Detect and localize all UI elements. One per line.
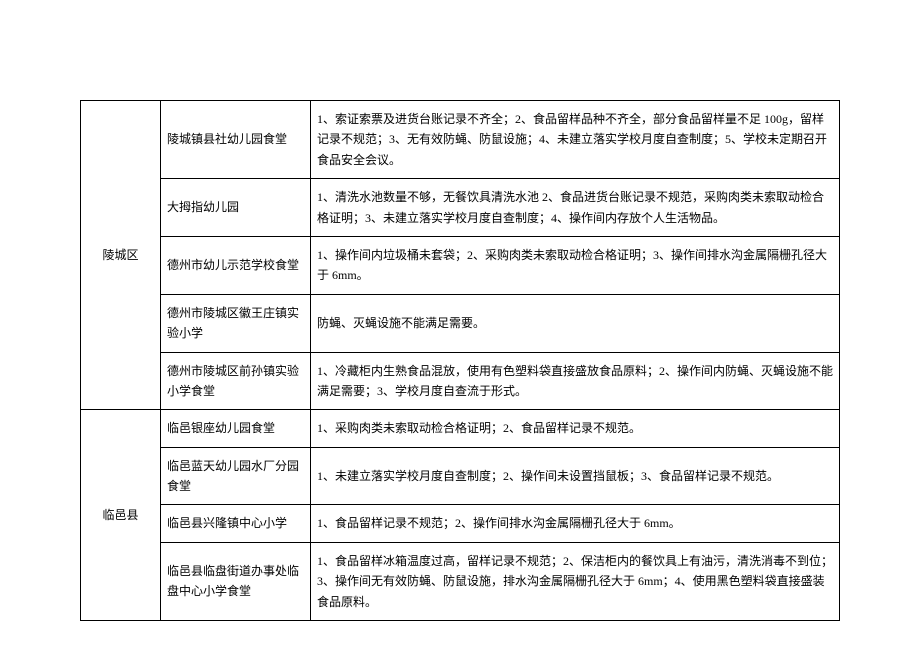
inspection-table: 陵城区 陵城镇县社幼儿园食堂 1、索证索票及进货台账记录不齐全；2、食品留样品种… xyxy=(80,100,840,621)
school-cell: 临邑银座幼儿园食堂 xyxy=(161,410,311,447)
school-cell: 临邑蓝天幼儿园水厂分园食堂 xyxy=(161,447,311,505)
table-row: 临邑蓝天幼儿园水厂分园食堂 1、未建立落实学校月度自查制度；2、操作间未设置挡鼠… xyxy=(81,447,840,505)
issues-cell: 1、食品留样记录不规范；2、操作间排水沟金属隔栅孔径大于 6mm。 xyxy=(311,505,840,542)
issues-cell: 1、采购肉类未索取动检合格证明；2、食品留样记录不规范。 xyxy=(311,410,840,447)
table-row: 临邑县临盘街道办事处临盘中心小学食堂 1、食品留样冰箱温度过高，留样记录不规范；… xyxy=(81,542,840,620)
table-row: 临邑县 临邑银座幼儿园食堂 1、采购肉类未索取动检合格证明；2、食品留样记录不规… xyxy=(81,410,840,447)
table-row: 德州市幼儿示范学校食堂 1、操作间内垃圾桶未套袋；2、采购肉类未索取动检合格证明… xyxy=(81,236,840,294)
school-cell: 德州市幼儿示范学校食堂 xyxy=(161,236,311,294)
issues-cell: 1、冷藏柜内生熟食品混放，使用有色塑料袋直接盛放食品原料；2、操作间内防蝇、灭蝇… xyxy=(311,352,840,410)
school-cell: 德州市陵城区前孙镇实验小学食堂 xyxy=(161,352,311,410)
table-row: 临邑县兴隆镇中心小学 1、食品留样记录不规范；2、操作间排水沟金属隔栅孔径大于 … xyxy=(81,505,840,542)
school-cell: 德州市陵城区徽王庄镇实验小学 xyxy=(161,294,311,352)
school-cell: 大拇指幼儿园 xyxy=(161,179,311,237)
issues-cell: 1、食品留样冰箱温度过高，留样记录不规范；2、保洁柜内的餐饮具上有油污，清洗消毒… xyxy=(311,542,840,620)
issues-cell: 1、索证索票及进货台账记录不齐全；2、食品留样品种不齐全，部分食品留样量不足 1… xyxy=(311,101,840,179)
issues-cell: 1、操作间内垃圾桶未套袋；2、采购肉类未索取动检合格证明；3、操作间排水沟金属隔… xyxy=(311,236,840,294)
issues-cell: 1、清洗水池数量不够，无餐饮具清洗水池 2、食品进货台账记录不规范，采购肉类未索… xyxy=(311,179,840,237)
school-cell: 临邑县临盘街道办事处临盘中心小学食堂 xyxy=(161,542,311,620)
issues-cell: 防蝇、灭蝇设施不能满足需要。 xyxy=(311,294,840,352)
table-row: 德州市陵城区徽王庄镇实验小学 防蝇、灭蝇设施不能满足需要。 xyxy=(81,294,840,352)
table-body: 陵城区 陵城镇县社幼儿园食堂 1、索证索票及进货台账记录不齐全；2、食品留样品种… xyxy=(81,101,840,621)
school-cell: 陵城镇县社幼儿园食堂 xyxy=(161,101,311,179)
table-row: 德州市陵城区前孙镇实验小学食堂 1、冷藏柜内生熟食品混放，使用有色塑料袋直接盛放… xyxy=(81,352,840,410)
district-cell: 临邑县 xyxy=(81,410,161,621)
school-cell: 临邑县兴隆镇中心小学 xyxy=(161,505,311,542)
district-cell: 陵城区 xyxy=(81,101,161,410)
table-row: 陵城区 陵城镇县社幼儿园食堂 1、索证索票及进货台账记录不齐全；2、食品留样品种… xyxy=(81,101,840,179)
table-row: 大拇指幼儿园 1、清洗水池数量不够，无餐饮具清洗水池 2、食品进货台账记录不规范… xyxy=(81,179,840,237)
issues-cell: 1、未建立落实学校月度自查制度；2、操作间未设置挡鼠板；3、食品留样记录不规范。 xyxy=(311,447,840,505)
